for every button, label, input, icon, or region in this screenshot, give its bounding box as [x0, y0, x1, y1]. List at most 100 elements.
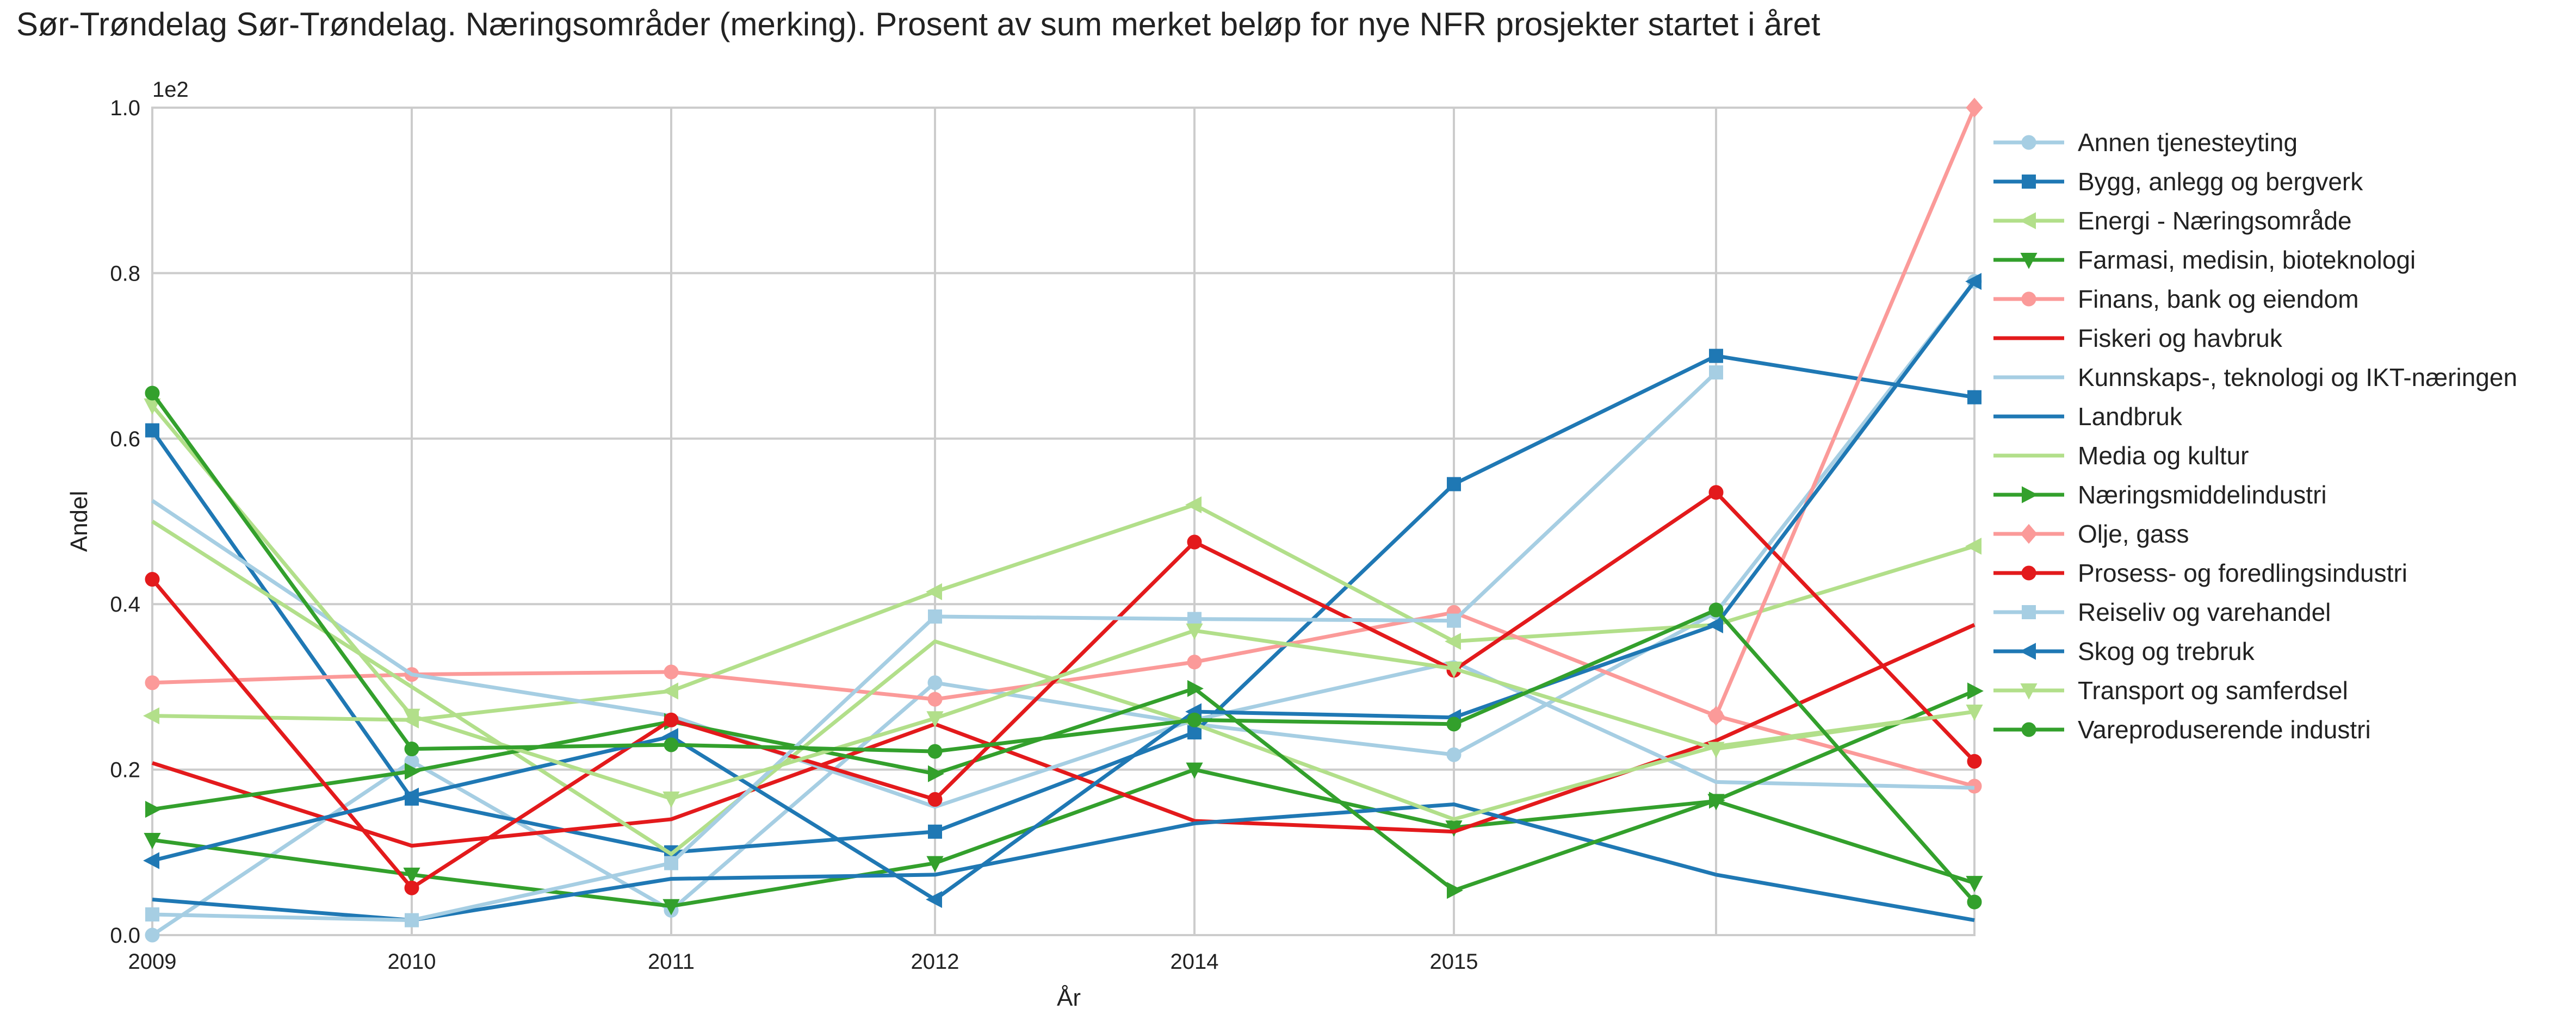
data-point: [927, 692, 943, 707]
data-point: [405, 913, 419, 927]
series-kunnskaps-teknologi-og-ikt-n-ringen: [151, 499, 1975, 809]
legend-item: Fiskeri og havbruk: [1993, 324, 2283, 352]
chart-title: Sør-Trøndelag Sør-Trøndelag. Næringsområ…: [16, 6, 1820, 42]
series-line: [151, 499, 1975, 809]
data-point: [403, 787, 419, 805]
data-point: [928, 765, 944, 782]
data-point: [1445, 820, 1463, 837]
legend-item: Energi - Næringsområde: [1993, 207, 2352, 235]
data-point: [1709, 365, 1723, 380]
legend-marker: [2020, 212, 2036, 229]
legend-item: Skog og trebruk: [1993, 637, 2255, 665]
data-point: [405, 763, 421, 780]
legend-label: Prosess- og foredlingsindustri: [2078, 559, 2407, 587]
data-point: [928, 824, 942, 839]
series-landbruk: [152, 802, 1975, 923]
series-line: [1714, 107, 1977, 717]
data-point: [145, 907, 159, 922]
legend-marker: [2021, 135, 2036, 150]
data-point: [404, 880, 419, 895]
series-line: [152, 610, 1975, 788]
data-point: [1447, 613, 1461, 628]
y-tick-label: 0.8: [110, 262, 140, 285]
legend-label: Finans, bank og eiendom: [2078, 285, 2359, 313]
data-point: [1446, 717, 1462, 732]
data-point: [1965, 273, 1981, 290]
axes: 0.0 0.2 0.4 0.6 0.8 1.0 2009 2010 2011 2012 2014 20…: [66, 78, 1976, 1011]
x-tick-label: 2010: [388, 950, 436, 974]
legend-item: Reiseliv og varehandel: [1993, 598, 2331, 626]
data-point: [403, 867, 420, 884]
y-tick-label: 0.4: [110, 593, 140, 617]
legend-marker: [2021, 722, 2036, 737]
data-point: [1187, 712, 1202, 727]
data-point: [145, 927, 160, 943]
y-tick-label: 0.0: [110, 924, 140, 948]
data-point: [1185, 496, 1202, 514]
data-point: [1707, 706, 1725, 726]
legend-label: Reiseliv og varehandel: [2078, 598, 2331, 626]
data-point: [1709, 792, 1725, 809]
legend-label: Farmasi, medisin, bioteknologi: [2078, 246, 2416, 274]
legend-marker: [2022, 605, 2036, 619]
series-n-ringsmiddelindustri: [145, 680, 1984, 899]
x-axis-title: År: [1057, 985, 1081, 1011]
series-line: [152, 768, 1976, 908]
data-point: [1447, 477, 1461, 491]
data-point: [664, 712, 679, 727]
data-point: [143, 707, 159, 725]
legend-marker: [2021, 565, 2036, 581]
legend-item: Finans, bank og eiendom: [1993, 285, 2359, 313]
y-axis-title: Andel: [66, 491, 92, 552]
legend-marker: [2021, 291, 2036, 307]
legend-item: Næringsmiddelindustri: [1993, 481, 2327, 509]
data-point: [664, 856, 678, 870]
series-transport-og-samferdsel: [144, 398, 1983, 808]
legend-item: Media og kultur: [1993, 441, 2249, 470]
legend-item: Prosess- og foredlingsindustri: [1993, 559, 2407, 587]
legend-label: Skog og trebruk: [2078, 637, 2255, 665]
legend-item: Bygg, anlegg og bergverk: [1993, 167, 2363, 196]
legend-marker: [2020, 524, 2038, 544]
data-point: [1445, 633, 1461, 650]
legend-label: Annen tjenesteyting: [2078, 128, 2298, 157]
data-point: [927, 744, 943, 759]
series-olje-gass: [1707, 97, 1983, 726]
data-point: [144, 398, 161, 415]
x-tick-label: 2014: [1171, 950, 1219, 974]
data-point: [1186, 762, 1203, 779]
y-offset-label: 1e2: [152, 78, 189, 102]
data-point: [664, 664, 679, 680]
legend-label: Media og kultur: [2078, 441, 2249, 470]
data-point: [1967, 754, 1982, 769]
legend-item: Kunnskaps-, teknologi og IKT-næringen: [1993, 363, 2517, 391]
x-tick-label: 2009: [128, 950, 177, 974]
legend-marker: [2022, 486, 2038, 503]
series-reiseliv-og-varehandel: [145, 365, 1723, 927]
y-tick-label: 0.6: [110, 427, 140, 451]
grid-lines: [151, 107, 1976, 936]
legend-label: Fiskeri og havbruk: [2078, 324, 2283, 352]
data-point: [404, 742, 419, 757]
x-tick-label: 2011: [648, 950, 695, 974]
series-line: [152, 686, 1976, 893]
series-line: [151, 354, 1975, 855]
series-line: [151, 520, 1975, 856]
data-point: [1186, 623, 1203, 640]
data-point: [1708, 485, 1724, 500]
series-line: [151, 392, 1976, 904]
legend-item: Farmasi, medisin, bioteknologi: [1993, 246, 2416, 274]
legend-item: Olje, gass: [1993, 520, 2189, 548]
series-line: [151, 490, 1976, 890]
data-point: [1445, 661, 1463, 678]
data-point: [1709, 348, 1723, 363]
series-line: [151, 623, 1976, 848]
series-lines: [143, 97, 1984, 943]
data-point: [662, 791, 680, 808]
data-point: [1187, 680, 1204, 698]
series-prosess-og-foredlingsindustri: [145, 485, 1982, 895]
data-point: [145, 572, 160, 587]
data-point: [1967, 894, 1982, 910]
data-point: [1966, 705, 1983, 721]
legend-label: Næringsmiddelindustri: [2078, 481, 2327, 509]
